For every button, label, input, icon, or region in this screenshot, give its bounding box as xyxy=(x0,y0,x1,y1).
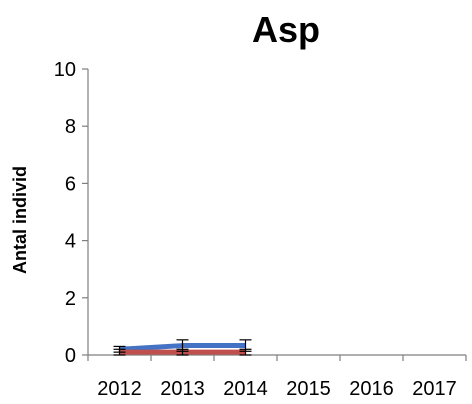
error-bar xyxy=(113,348,126,356)
y-tick-label: 2 xyxy=(65,288,76,310)
y-ticks: 0 2 4 6 8 10 xyxy=(54,59,88,367)
y-axis-label: Antal individ xyxy=(10,166,30,274)
y-tick-label: 6 xyxy=(65,173,76,195)
x-ticks: 2012 2013 2014 2015 2016 2017 xyxy=(87,355,467,400)
errorbars-group xyxy=(113,339,252,356)
y-tick-label: 8 xyxy=(65,116,76,138)
y-tick-label: 10 xyxy=(54,59,76,81)
x-tick-label: 2012 xyxy=(97,378,142,400)
y-tick-label: 4 xyxy=(65,231,76,253)
chart-title: Asp xyxy=(252,9,320,50)
x-tick-label: 2017 xyxy=(412,378,457,400)
error-bar xyxy=(176,348,189,356)
x-tick-label: 2014 xyxy=(223,378,268,400)
x-tick-label: 2015 xyxy=(286,378,331,400)
x-tick-label: 2013 xyxy=(160,378,205,400)
x-tick-label: 2016 xyxy=(349,378,394,400)
error-bar xyxy=(239,348,252,356)
y-tick-label: 0 xyxy=(65,345,76,367)
